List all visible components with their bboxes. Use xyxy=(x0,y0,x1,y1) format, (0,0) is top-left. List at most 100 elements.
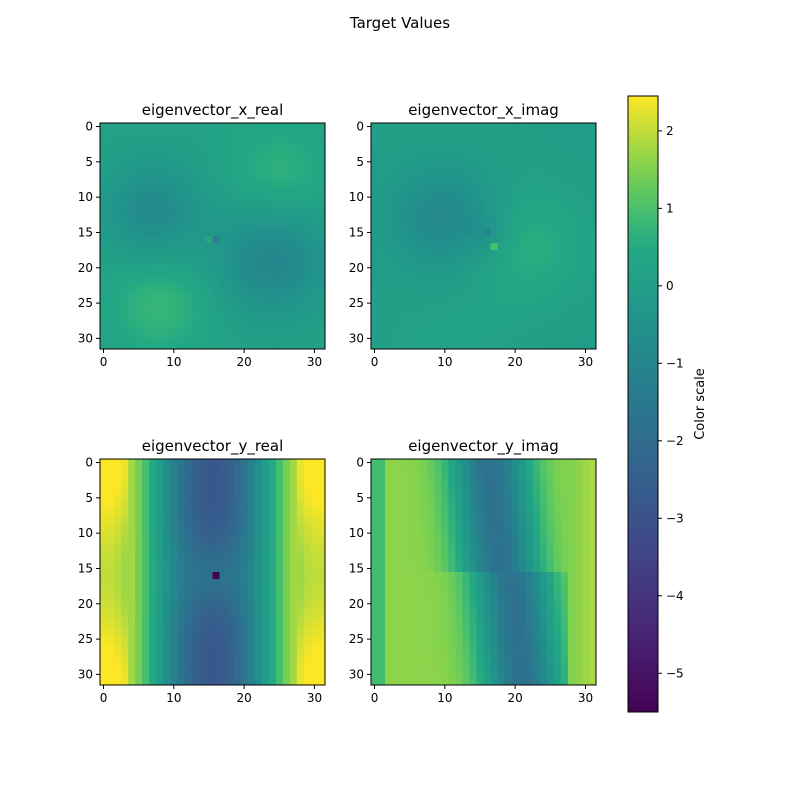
heatmap-cell xyxy=(170,677,178,686)
heatmap-cell xyxy=(198,144,206,152)
heatmap-cell xyxy=(553,186,562,195)
heatmap-cell xyxy=(247,614,256,622)
heatmap-cell xyxy=(233,179,242,187)
heatmap-cell xyxy=(317,621,326,629)
heatmap-cell xyxy=(413,494,421,502)
heatmap-cell xyxy=(448,179,456,187)
heatmap-cell xyxy=(539,564,548,573)
heatmap-cell xyxy=(392,508,400,516)
heatmap-cell xyxy=(289,593,298,601)
heatmap-cell xyxy=(163,158,171,166)
heatmap-cell xyxy=(413,144,421,152)
heatmap-cell xyxy=(427,264,435,272)
heatmap-cell xyxy=(574,522,583,531)
heatmap-cell xyxy=(413,306,421,315)
heatmap-cell xyxy=(532,522,541,531)
heatmap-cell xyxy=(553,614,562,622)
heatmap-cell xyxy=(163,299,171,308)
heatmap-cell xyxy=(532,508,541,516)
heatmap-cell xyxy=(399,207,407,216)
heatmap-cell xyxy=(233,257,242,265)
heatmap-cell xyxy=(310,579,319,587)
heatmap-cell xyxy=(100,635,108,644)
heatmap-cell xyxy=(310,151,319,159)
heatmap-cell xyxy=(303,677,312,686)
heatmap-cell xyxy=(226,600,234,608)
heatmap-cell xyxy=(371,593,379,601)
heatmap-cell xyxy=(406,557,414,566)
heatmap-cell xyxy=(385,144,393,152)
heatmap-cell xyxy=(574,257,583,265)
heatmap-cell xyxy=(476,228,484,237)
heatmap-cell xyxy=(511,543,520,552)
heatmap-cell xyxy=(476,508,484,516)
heatmap-cell xyxy=(163,306,171,315)
heatmap-cell xyxy=(455,341,463,350)
heatmap-cell xyxy=(156,480,164,488)
heatmap-cell xyxy=(254,663,263,672)
heatmap-cell xyxy=(483,292,491,300)
heatmap-cell xyxy=(226,564,234,573)
heatmap-cell xyxy=(581,306,590,315)
heatmap-cell xyxy=(142,579,150,587)
heatmap-cell xyxy=(233,250,242,258)
heatmap-cell xyxy=(546,543,555,552)
heatmap-cell xyxy=(448,649,456,658)
heatmap-cell xyxy=(198,515,206,523)
heatmap-cell xyxy=(247,572,256,580)
heatmap-cell xyxy=(378,501,386,509)
heatmap-cell xyxy=(205,572,213,580)
heatmap-cell xyxy=(275,186,284,195)
heatmap-cell xyxy=(296,130,305,138)
heatmap-cell xyxy=(455,600,463,608)
heatmap-cell xyxy=(233,264,242,272)
heatmap-cell xyxy=(539,550,548,559)
heatmap-cell xyxy=(385,508,393,516)
heatmap-cell xyxy=(581,628,590,636)
heatmap-cell xyxy=(163,593,171,601)
y-tick-label: 15 xyxy=(349,561,364,575)
heatmap-cell xyxy=(518,494,527,502)
heatmap-cell xyxy=(128,123,136,131)
heatmap-cell xyxy=(198,243,206,251)
heatmap-cell xyxy=(233,536,242,545)
heatmap-cell xyxy=(525,614,534,622)
heatmap-cell xyxy=(296,607,305,615)
heatmap-cell xyxy=(420,221,428,230)
heatmap-cell xyxy=(163,529,171,538)
heatmap-cell xyxy=(198,264,206,272)
heatmap-cell xyxy=(219,334,227,343)
heatmap-cell xyxy=(212,236,220,244)
heatmap-cell xyxy=(156,341,164,350)
heatmap-cell xyxy=(581,677,590,686)
heatmap-cell xyxy=(497,579,505,587)
heatmap-cell xyxy=(546,515,555,523)
heatmap-cell xyxy=(518,193,527,202)
heatmap-cell xyxy=(392,656,400,665)
heatmap-cell xyxy=(553,677,562,686)
heatmap-cell xyxy=(497,487,505,495)
heatmap-cell xyxy=(574,614,583,622)
heatmap-cell xyxy=(448,600,456,608)
heatmap-cell xyxy=(378,473,386,481)
heatmap-cell xyxy=(121,663,129,672)
heatmap-cell xyxy=(177,649,185,658)
heatmap-cell xyxy=(275,193,284,202)
heatmap-cell xyxy=(413,628,421,636)
heatmap-cell xyxy=(275,313,284,322)
heatmap-cell xyxy=(504,677,513,686)
heatmap-cell xyxy=(226,557,234,566)
colorbar-tick-label: −5 xyxy=(666,666,684,680)
heatmap-cell xyxy=(490,579,498,587)
heatmap-cell xyxy=(385,165,393,173)
heatmap-cell xyxy=(385,473,393,481)
heatmap-cell xyxy=(371,557,379,566)
heatmap-cell xyxy=(296,466,305,474)
heatmap-cell xyxy=(476,186,484,195)
heatmap-cell xyxy=(268,600,277,608)
heatmap-cell xyxy=(546,172,555,180)
heatmap-cell xyxy=(483,236,491,244)
heatmap-cell xyxy=(289,614,298,622)
heatmap-cell xyxy=(121,593,129,601)
